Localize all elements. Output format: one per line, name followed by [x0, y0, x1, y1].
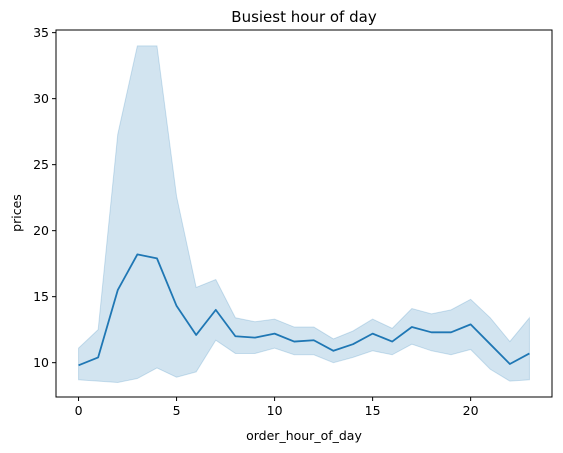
confidence-band — [78, 45, 530, 383]
x-tick-label: 5 — [173, 403, 181, 418]
x-tick-label: 10 — [267, 403, 283, 418]
x-tick-label: 0 — [75, 403, 83, 418]
plot-background — [56, 30, 552, 397]
y-tick-label: 15 — [33, 289, 49, 304]
y-axis-ticks: 10 15 20 25 30 35 — [33, 25, 56, 370]
y-tick-label: 10 — [33, 355, 49, 370]
y-tick-label: 35 — [33, 25, 49, 40]
y-axis-label: prices — [9, 194, 24, 232]
x-axis-label: order_hour_of_day — [246, 428, 362, 443]
y-tick-label: 30 — [33, 91, 49, 106]
chart-title: Busiest hour of day — [231, 8, 377, 26]
x-tick-label: 20 — [463, 403, 479, 418]
plot-frame — [55, 29, 553, 398]
series-line — [78, 253, 530, 367]
x-tick-label: 15 — [365, 403, 381, 418]
y-tick-label: 20 — [33, 223, 49, 238]
x-axis-ticks: 0 5 10 15 20 — [75, 397, 479, 418]
y-tick-label: 25 — [33, 157, 49, 172]
